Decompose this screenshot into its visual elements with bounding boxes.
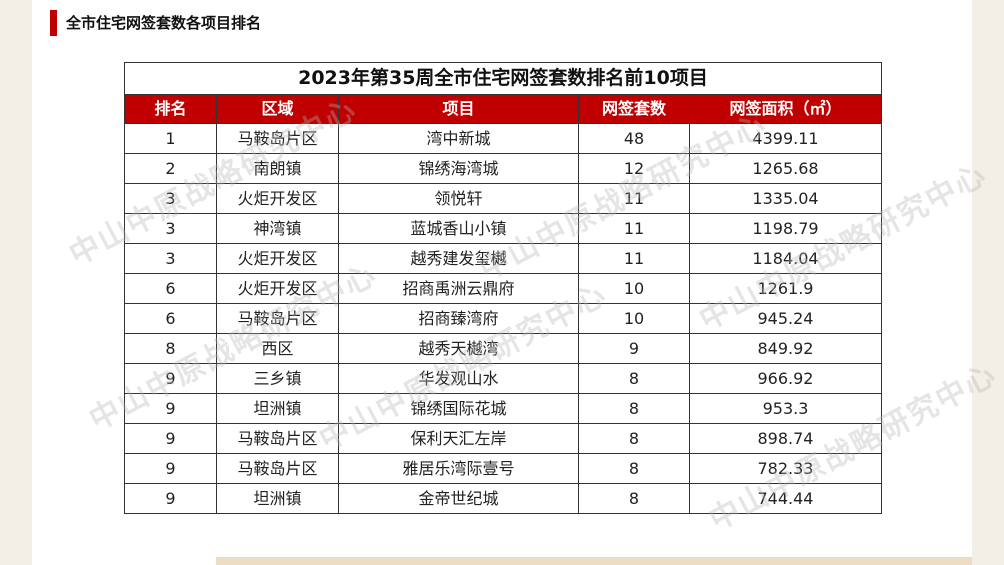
- table-body: 1 马鞍岛片区 湾中新城 48 4399.11 2 南朗镇 锦绣海湾城 12 1265.68 3 火炬…: [124, 123, 882, 514]
- bottom-decoration-band: [216, 557, 972, 565]
- cell-rank: 9: [124, 363, 217, 394]
- cell-area: 1261.9: [689, 273, 882, 304]
- cell-district: 马鞍岛片区: [216, 423, 339, 454]
- cell-area: 1265.68: [689, 153, 882, 184]
- cell-district: 马鞍岛片区: [216, 123, 339, 154]
- cell-rank: 8: [124, 333, 217, 364]
- column-header-rank: 排名: [124, 94, 217, 124]
- cell-rank: 6: [124, 303, 217, 334]
- cell-units: 9: [578, 333, 690, 364]
- cell-units: 11: [578, 243, 690, 274]
- cell-project: 锦绣国际花城: [338, 393, 579, 424]
- cell-project: 越秀天樾湾: [338, 333, 579, 364]
- cell-project: 越秀建发玺樾: [338, 243, 579, 274]
- table-row: 9 坦洲镇 金帝世纪城 8 744.44: [124, 483, 882, 514]
- cell-area: 782.33: [689, 453, 882, 484]
- column-header-area: 网签面积（㎡）: [689, 94, 882, 124]
- cell-area: 953.3: [689, 393, 882, 424]
- cell-district: 西区: [216, 333, 339, 364]
- cell-units: 8: [578, 453, 690, 484]
- cell-rank: 9: [124, 423, 217, 454]
- cell-project: 领悦轩: [338, 183, 579, 214]
- cell-area: 744.44: [689, 483, 882, 514]
- cell-units: 8: [578, 483, 690, 514]
- cell-project: 雅居乐湾际壹号: [338, 453, 579, 484]
- column-header-district: 区域: [216, 94, 339, 124]
- cell-project: 华发观山水: [338, 363, 579, 394]
- cell-area: 1335.04: [689, 183, 882, 214]
- cell-units: 11: [578, 213, 690, 244]
- table-row: 6 火炬开发区 招商禹洲云鼎府 10 1261.9: [124, 273, 882, 304]
- cell-rank: 3: [124, 213, 217, 244]
- cell-area: 4399.11: [689, 123, 882, 154]
- ranking-table: 2023年第35周全市住宅网签套数排名前10项目 排名 区域 项目 网签套数 网…: [124, 62, 882, 514]
- cell-district: 三乡镇: [216, 363, 339, 394]
- cell-project: 招商禹洲云鼎府: [338, 273, 579, 304]
- cell-rank: 2: [124, 153, 217, 184]
- cell-project: 招商臻湾府: [338, 303, 579, 334]
- cell-rank: 3: [124, 243, 217, 274]
- cell-district: 坦洲镇: [216, 483, 339, 514]
- cell-district: 火炬开发区: [216, 243, 339, 274]
- section-title: 全市住宅网签套数各项目排名: [66, 14, 262, 32]
- table-header-row: 排名 区域 项目 网签套数 网签面积（㎡）: [124, 94, 882, 124]
- cell-units: 11: [578, 183, 690, 214]
- column-header-project: 项目: [338, 94, 579, 124]
- title-accent-bar: [50, 10, 57, 36]
- cell-units: 10: [578, 273, 690, 304]
- cell-project: 蓝城香山小镇: [338, 213, 579, 244]
- cell-area: 849.92: [689, 333, 882, 364]
- cell-area: 966.92: [689, 363, 882, 394]
- table-row: 9 马鞍岛片区 保利天汇左岸 8 898.74: [124, 423, 882, 454]
- cell-area: 898.74: [689, 423, 882, 454]
- table-row: 1 马鞍岛片区 湾中新城 48 4399.11: [124, 123, 882, 154]
- cell-area: 1198.79: [689, 213, 882, 244]
- cell-rank: 1: [124, 123, 217, 154]
- cell-district: 火炬开发区: [216, 273, 339, 304]
- table-row: 9 三乡镇 华发观山水 8 966.92: [124, 363, 882, 394]
- cell-rank: 6: [124, 273, 217, 304]
- cell-project: 湾中新城: [338, 123, 579, 154]
- cell-district: 马鞍岛片区: [216, 303, 339, 334]
- cell-rank: 9: [124, 393, 217, 424]
- cell-units: 48: [578, 123, 690, 154]
- cell-units: 12: [578, 153, 690, 184]
- cell-area: 1184.04: [689, 243, 882, 274]
- cell-units: 10: [578, 303, 690, 334]
- cell-district: 马鞍岛片区: [216, 453, 339, 484]
- table-row: 3 神湾镇 蓝城香山小镇 11 1198.79: [124, 213, 882, 244]
- cell-rank: 9: [124, 483, 217, 514]
- cell-project: 锦绣海湾城: [338, 153, 579, 184]
- table-row: 9 坦洲镇 锦绣国际花城 8 953.3: [124, 393, 882, 424]
- table-row: 3 火炬开发区 越秀建发玺樾 11 1184.04: [124, 243, 882, 274]
- cell-district: 火炬开发区: [216, 183, 339, 214]
- cell-project: 金帝世纪城: [338, 483, 579, 514]
- table-row: 8 西区 越秀天樾湾 9 849.92: [124, 333, 882, 364]
- cell-rank: 3: [124, 183, 217, 214]
- cell-units: 8: [578, 363, 690, 394]
- table-row: 9 马鞍岛片区 雅居乐湾际壹号 8 782.33: [124, 453, 882, 484]
- cell-rank: 9: [124, 453, 217, 484]
- cell-district: 南朗镇: [216, 153, 339, 184]
- cell-district: 神湾镇: [216, 213, 339, 244]
- cell-district: 坦洲镇: [216, 393, 339, 424]
- table-row: 6 马鞍岛片区 招商臻湾府 10 945.24: [124, 303, 882, 334]
- table-title: 2023年第35周全市住宅网签套数排名前10项目: [124, 62, 882, 94]
- cell-units: 8: [578, 393, 690, 424]
- cell-area: 945.24: [689, 303, 882, 334]
- column-header-units: 网签套数: [578, 94, 690, 124]
- cell-units: 8: [578, 423, 690, 454]
- cell-project: 保利天汇左岸: [338, 423, 579, 454]
- table-row: 2 南朗镇 锦绣海湾城 12 1265.68: [124, 153, 882, 184]
- table-row: 3 火炬开发区 领悦轩 11 1335.04: [124, 183, 882, 214]
